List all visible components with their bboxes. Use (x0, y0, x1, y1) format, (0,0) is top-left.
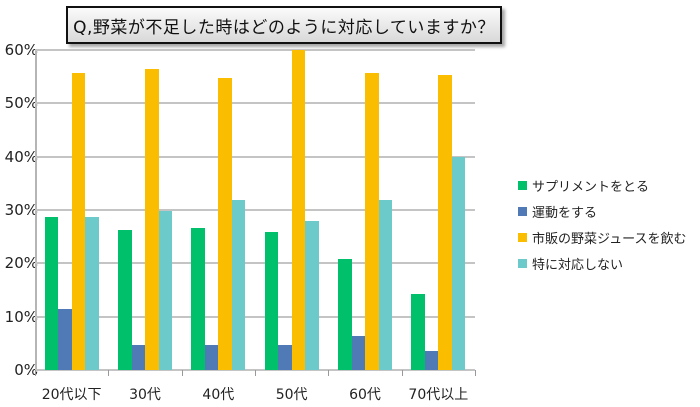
bar (351, 335, 365, 370)
x-tick-label: 20代以下 (41, 387, 102, 403)
bar (191, 228, 205, 370)
bar (411, 293, 425, 370)
bar (365, 72, 379, 370)
bar (58, 309, 72, 370)
legend-label: 市販の野菜ジュースを飲む (532, 231, 687, 247)
x-tick-label: 30代 (129, 387, 161, 403)
y-tick-label: 30% (4, 201, 38, 219)
bar (131, 344, 145, 370)
legend-label: 運動をする (532, 205, 598, 221)
x-tick-mark (108, 370, 110, 376)
y-axis-line (35, 50, 37, 372)
bar (204, 344, 219, 370)
gridline (35, 155, 475, 158)
y-tick-label: 20% (4, 254, 38, 273)
x-tick-mark (401, 370, 403, 376)
bar (231, 200, 246, 370)
chart-title: Q,野菜が不足した時はどのように対応していますか？ (66, 6, 502, 44)
bar (451, 156, 466, 370)
legend: サプリメントをとる 運動をする市販の野菜ジュースを飲む 特に対応しない (518, 172, 686, 276)
bar (145, 68, 159, 370)
gridline (35, 209, 475, 211)
x-tick-mark (35, 370, 36, 376)
legend-label: サプリメントをとる (532, 179, 650, 195)
y-tick-label: 50% (4, 94, 38, 113)
bar (278, 344, 292, 370)
gridline (35, 315, 475, 318)
gridline (35, 262, 475, 265)
bar (158, 211, 172, 370)
x-tick-mark (475, 370, 476, 376)
x-tick-mark (328, 370, 330, 376)
legend-item: 市販の野菜ジュースを飲む (518, 224, 686, 250)
legend-item: サプリメントをとる (518, 172, 686, 198)
legend-item: 特に対応しない (518, 250, 686, 276)
x-tick-mark (181, 370, 183, 376)
bar (424, 350, 439, 370)
x-tick-label: 40代 (202, 387, 235, 403)
legend-label: 特に対応しない (532, 257, 624, 273)
gridline (35, 102, 475, 105)
legend-swatch-icon (518, 258, 527, 268)
bar (338, 258, 352, 370)
y-tick-label: 10% (4, 307, 38, 326)
x-tick-mark (255, 370, 256, 376)
bar (85, 216, 99, 370)
bar (44, 216, 59, 370)
legend-swatch-icon (518, 232, 527, 242)
gridline (35, 49, 475, 51)
x-tick-label: 60代 (349, 387, 381, 403)
y-tick-label: 60% (4, 41, 38, 59)
bar (438, 74, 452, 370)
x-tick-label: 50代 (275, 387, 308, 403)
bar (71, 72, 86, 370)
y-tick-label: 40% (4, 147, 38, 166)
x-tick-label: 70代以上 (408, 387, 469, 403)
plot-area (35, 49, 475, 372)
legend-swatch-icon (518, 206, 527, 216)
bar (118, 230, 132, 370)
bar (291, 50, 306, 370)
bar (264, 232, 279, 370)
bar (218, 77, 232, 370)
legend-item: 運動をする (518, 198, 686, 224)
legend-swatch-icon (518, 180, 527, 190)
y-tick-label: 0% (14, 361, 38, 379)
bar (305, 221, 319, 370)
bar (378, 199, 392, 370)
